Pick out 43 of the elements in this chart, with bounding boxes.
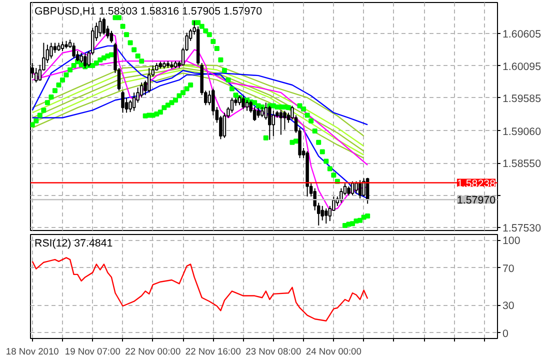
candlestick (60, 41, 64, 52)
candlestick (50, 42, 53, 60)
x-tick-label: 18 Nov 2010 (6, 346, 59, 356)
candlestick (140, 82, 144, 98)
y-tick-label: 1.58550 (502, 158, 542, 170)
candlestick (362, 178, 366, 197)
y-tick-label: 70 (502, 262, 514, 275)
candlestick (102, 17, 106, 36)
candlestick (53, 42, 57, 54)
y-tick-label: 1.57530 (502, 222, 542, 234)
x-tick-label: 19 Nov 07:00 (64, 346, 120, 356)
ref-line-label: 1.57970 (456, 194, 496, 207)
candlestick (279, 110, 283, 136)
candlestick (72, 42, 76, 58)
candlestick (148, 68, 151, 94)
candlestick (260, 106, 264, 118)
candlestick (354, 180, 358, 194)
y-tick-label: 1.59060 (502, 126, 542, 138)
candlestick (245, 100, 249, 112)
candlestick (340, 188, 343, 204)
candlestick (268, 105, 272, 140)
candlestick (283, 110, 286, 130)
candlestick (324, 208, 328, 224)
candlestick (132, 92, 136, 112)
y-tick-label: 1.59585 (502, 92, 542, 105)
chart-title: RSI(12) 37.4841 (34, 238, 113, 250)
line-series (32, 257, 368, 322)
candlestick (230, 97, 234, 114)
y-tick-label: 1.60095 (502, 60, 542, 73)
x-tick-label: 22 Nov 00:00 (125, 346, 181, 356)
ref-line-label: 1.58238 (456, 178, 496, 190)
candlestick (121, 90, 124, 114)
candlestick (98, 17, 102, 38)
candlestick (110, 30, 114, 44)
y-tick-label: 1.60605 (502, 28, 542, 41)
y-tick-label: 0 (502, 328, 508, 340)
x-tick-label: 23 Nov 08:00 (246, 346, 302, 356)
y-tick-label: 100 (502, 235, 520, 248)
candlestick (272, 110, 276, 137)
x-tick-label: 24 Nov 00:00 (306, 346, 362, 356)
chart-title: GBPUSD,H1 1.58303 1.58316 1.57905 1.57970 (34, 6, 262, 18)
y-tick-label: 30 (502, 300, 514, 312)
x-tick-label: 22 Nov 16:00 (185, 346, 241, 356)
